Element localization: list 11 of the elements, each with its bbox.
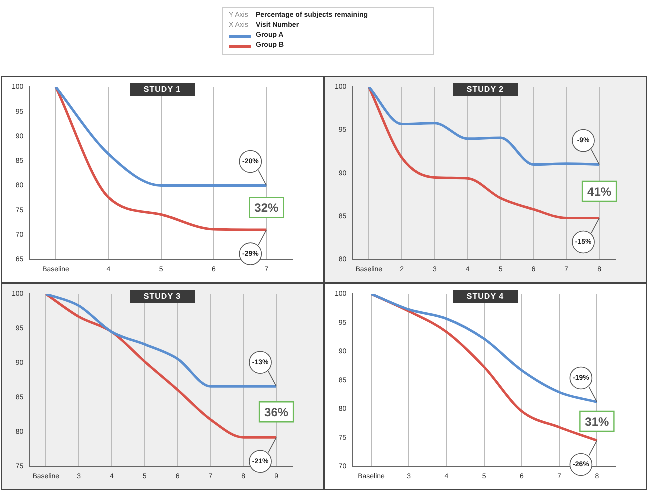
annotation: 41% <box>588 184 612 199</box>
line-series <box>44 294 278 388</box>
annotation: 36% <box>264 405 289 420</box>
title-badge: STUDY 1 <box>130 83 196 96</box>
title-badge: STUDY 4 <box>452 290 518 303</box>
line-series <box>368 87 601 166</box>
annotation: 31% <box>585 414 610 429</box>
annotation: 32% <box>254 201 279 216</box>
line-series <box>370 294 598 404</box>
title-badge: STUDY 3 <box>130 290 196 303</box>
title-badge: STUDY 2 <box>452 83 518 96</box>
